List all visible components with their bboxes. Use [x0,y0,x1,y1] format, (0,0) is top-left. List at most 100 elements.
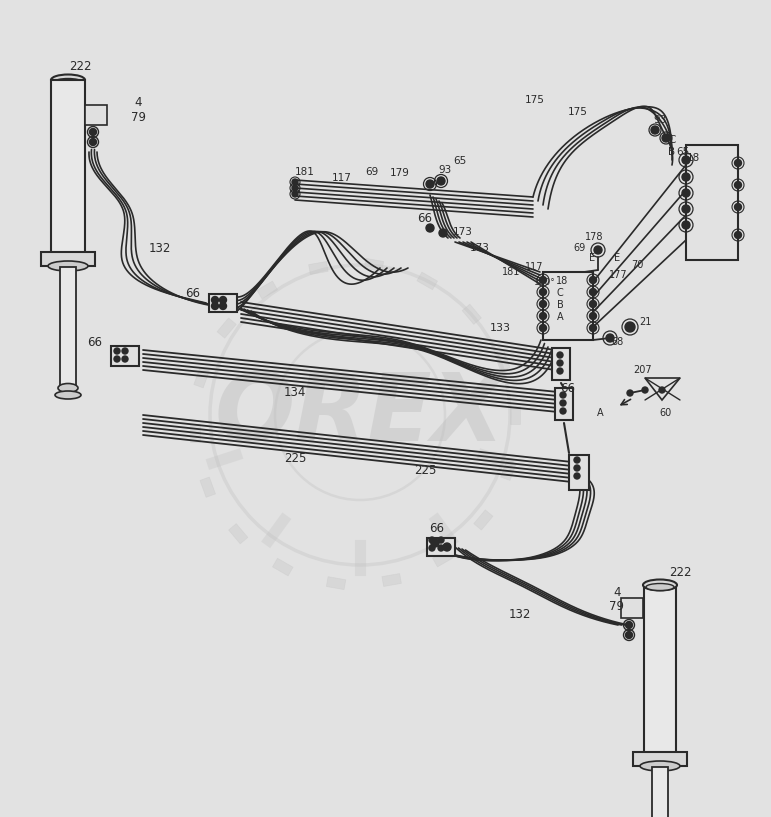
Text: 65: 65 [676,147,689,157]
Bar [194,368,210,388]
Bar [555,388,573,420]
Text: 180°: 180° [534,278,556,287]
Circle shape [292,179,298,185]
Bar [633,752,687,766]
Circle shape [590,276,597,283]
Text: 225: 225 [284,452,306,465]
Circle shape [606,334,614,342]
Bar [494,350,510,371]
Circle shape [540,276,547,283]
Ellipse shape [646,583,674,591]
Text: 93: 93 [653,115,667,125]
Text: 68: 68 [612,337,625,347]
Circle shape [540,301,547,307]
Text: A: A [557,312,564,322]
Circle shape [625,632,632,639]
Text: 69: 69 [365,167,379,177]
Text: 4: 4 [613,587,621,600]
Text: 65: 65 [453,156,466,166]
Text: 181: 181 [295,167,315,177]
Circle shape [437,177,445,185]
Circle shape [735,231,742,239]
Text: 181: 181 [502,267,520,277]
Bar [41,252,95,266]
Bar [510,406,520,424]
Circle shape [642,387,648,393]
Ellipse shape [55,391,81,399]
Text: 173: 173 [453,227,473,237]
Text: 179: 179 [390,168,410,178]
Circle shape [220,302,227,310]
Circle shape [557,360,563,366]
Text: 132: 132 [509,609,531,622]
Text: 178: 178 [584,232,603,242]
Circle shape [439,229,447,237]
Bar [427,538,455,556]
Circle shape [594,246,602,254]
Bar [644,585,676,755]
Circle shape [735,159,742,167]
Circle shape [426,180,434,188]
Text: 133: 133 [490,323,510,333]
Bar [272,558,293,576]
Circle shape [292,185,298,191]
Text: 4: 4 [134,96,142,109]
Text: 66: 66 [561,382,575,395]
Circle shape [682,205,690,213]
Bar [382,574,402,587]
Bar [217,318,236,338]
Text: 66: 66 [429,521,445,534]
Text: E: E [614,253,620,263]
Text: 79: 79 [610,600,625,614]
Circle shape [735,203,742,211]
Text: 69: 69 [574,243,586,253]
Circle shape [426,224,434,232]
Bar [364,258,384,271]
Circle shape [682,173,690,181]
Bar [111,346,139,366]
Circle shape [557,352,563,358]
Text: 175: 175 [525,95,545,105]
Text: 177: 177 [608,270,628,280]
Circle shape [574,465,580,471]
Circle shape [651,126,659,134]
Text: B: B [668,147,675,157]
Text: 117: 117 [332,173,352,183]
Ellipse shape [58,383,78,392]
Text: 66: 66 [186,287,200,300]
Ellipse shape [640,761,680,771]
Circle shape [590,301,597,307]
Circle shape [574,457,580,463]
Bar [209,294,237,312]
Circle shape [625,322,635,332]
Bar [417,272,437,290]
Circle shape [659,387,665,393]
Bar [500,460,517,480]
Circle shape [574,473,580,479]
Bar [543,272,593,340]
Text: 66: 66 [87,336,103,349]
Text: 222: 222 [668,566,692,579]
Bar [473,510,493,530]
Circle shape [557,368,563,374]
Text: 134: 134 [284,386,306,399]
Bar [190,424,200,442]
Circle shape [220,297,227,303]
Bar [552,348,570,380]
Circle shape [438,545,444,551]
Text: 207: 207 [634,365,652,375]
Circle shape [590,324,597,332]
Circle shape [540,312,547,319]
Circle shape [443,543,451,551]
Circle shape [114,348,120,354]
Ellipse shape [51,74,85,86]
Text: 93: 93 [439,165,452,175]
Text: 70: 70 [631,260,643,270]
Circle shape [431,539,439,547]
Bar [257,281,278,299]
Text: 66: 66 [418,212,433,225]
Circle shape [627,390,633,396]
Bar [85,105,107,125]
Text: 60: 60 [659,408,671,418]
Bar [621,598,643,618]
